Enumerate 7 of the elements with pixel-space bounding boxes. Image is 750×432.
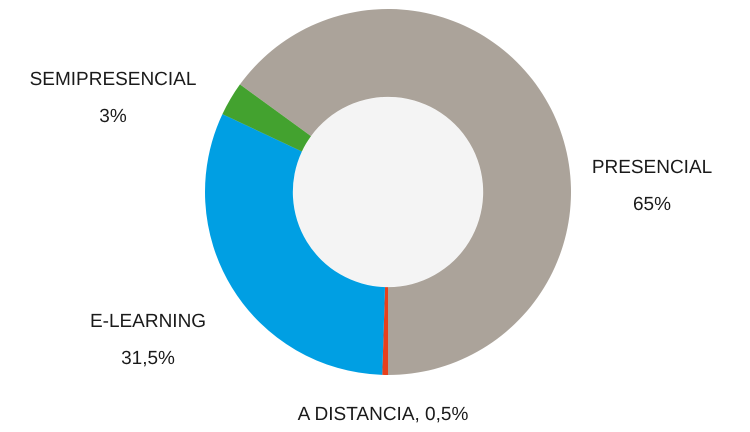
- slice-label: E-LEARNING: [90, 311, 206, 332]
- slice-label: A DISTANCIA, 0,5%: [298, 404, 468, 426]
- data-label: 31,5%: [121, 348, 176, 370]
- slice-label: SEMIPRESENCIAL: [30, 69, 196, 90]
- data-label: 65%: [632, 194, 672, 216]
- data-label: 3%: [99, 106, 127, 128]
- slice-label: PRESENCIAL: [592, 157, 712, 178]
